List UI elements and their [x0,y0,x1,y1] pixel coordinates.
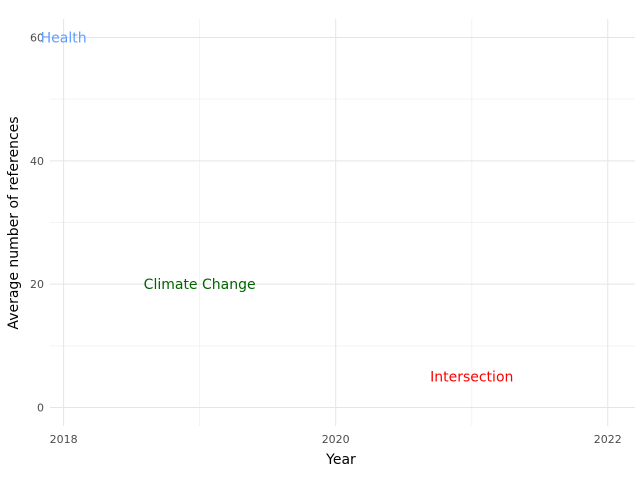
major-gridlines [50,19,635,426]
minor-gridlines [50,19,635,426]
series-labels: Health Climate Change Intersection [41,31,514,386]
x-tick-label: 2022 [594,433,622,446]
y-tick-label: 0 [37,402,44,415]
x-axis-ticks: 2018 2020 2022 [50,433,622,446]
x-axis-title: Year [325,452,356,468]
y-axis-title: Average number of references [6,116,22,329]
x-tick-label: 2020 [322,433,350,446]
series-label-climate-change: Climate Change [144,277,256,293]
y-tick-label: 60 [30,32,44,45]
y-axis-ticks: 0 20 40 60 [30,32,44,415]
x-tick-label: 2018 [50,433,78,446]
y-tick-label: 20 [30,278,44,291]
series-label-health: Health [41,31,87,47]
series-label-intersection: Intersection [430,370,513,386]
y-tick-label: 40 [30,155,44,168]
